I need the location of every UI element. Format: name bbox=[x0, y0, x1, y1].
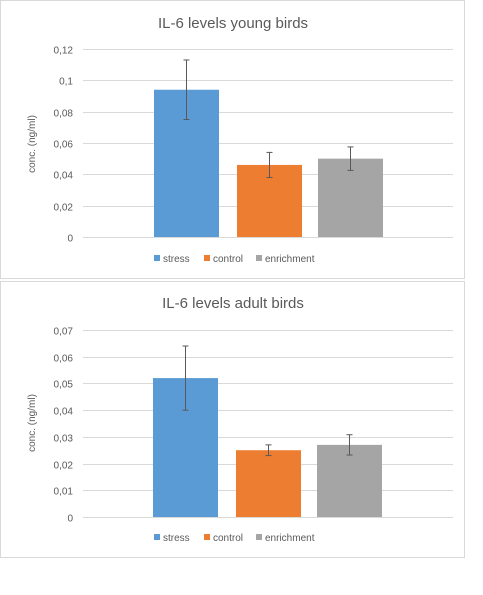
bar-enrichment bbox=[318, 158, 383, 237]
legend-label: enrichment bbox=[265, 533, 315, 544]
error-bar-enrichment bbox=[346, 434, 353, 456]
legend-label: enrichment bbox=[265, 254, 315, 265]
legend-item-stress: stress bbox=[154, 533, 190, 544]
legend-swatch bbox=[204, 534, 210, 540]
y-tick-label: 0,01 bbox=[54, 487, 74, 498]
legend-swatch bbox=[154, 534, 160, 540]
chart-title: IL-6 levels adult birds bbox=[162, 295, 304, 312]
y-tick-label: 0,12 bbox=[54, 46, 74, 57]
legend-item-enrichment: enrichment bbox=[256, 533, 315, 544]
y-tick-label: 0,08 bbox=[54, 109, 74, 120]
y-tick-label: 0,02 bbox=[54, 461, 74, 472]
error-bar-enrichment bbox=[347, 146, 354, 171]
y-tick-label: 0,06 bbox=[54, 354, 74, 365]
legend-label: stress bbox=[163, 533, 190, 544]
bar-control bbox=[236, 450, 301, 517]
legend-swatch bbox=[204, 255, 210, 261]
y-axis-title: conc. (ng/ml) bbox=[27, 115, 38, 173]
legend-swatch bbox=[256, 255, 262, 261]
y-tick-label: 0 bbox=[67, 234, 73, 245]
bars bbox=[153, 378, 382, 517]
error-bar-control bbox=[265, 444, 272, 457]
legend-item-enrichment: enrichment bbox=[256, 254, 315, 265]
chart-title: IL-6 levels young birds bbox=[158, 15, 308, 32]
y-tick-label: 0,05 bbox=[54, 380, 74, 391]
legend-item-control: control bbox=[204, 254, 243, 265]
y-tick-labels: 0 0,02 0,04 0,06 0,08 0,1 0,12 bbox=[54, 46, 74, 245]
y-tick-label: 0,07 bbox=[54, 327, 74, 338]
legend-swatch bbox=[154, 255, 160, 261]
y-axis-title: conc. (ng/ml) bbox=[27, 394, 38, 452]
y-tick-label: 0,06 bbox=[54, 140, 74, 151]
legend-label: control bbox=[213, 254, 243, 265]
legend-label: stress bbox=[163, 254, 190, 265]
error-bar-control bbox=[266, 151, 273, 178]
y-tick-label: 0,04 bbox=[54, 407, 74, 418]
legend-item-control: control bbox=[204, 533, 243, 544]
legend: stress control enrichment bbox=[154, 254, 315, 265]
error-bar-stress bbox=[182, 345, 189, 411]
error-bar-stress bbox=[183, 59, 190, 120]
legend-label: control bbox=[213, 533, 243, 544]
y-tick-labels: 0 0,01 0,02 0,03 0,04 0,05 0,06 0,07 bbox=[54, 327, 74, 525]
error-bars bbox=[182, 345, 353, 457]
legend-swatch bbox=[256, 534, 262, 540]
legend: stress control enrichment bbox=[154, 533, 315, 544]
y-tick-label: 0,02 bbox=[54, 203, 74, 214]
y-tick-label: 0 bbox=[67, 514, 73, 525]
y-tick-label: 0,03 bbox=[54, 434, 74, 445]
chart-young: IL-6 levels young birds conc. (ng/ml) 00… bbox=[27, 15, 453, 265]
bars bbox=[154, 89, 383, 237]
bar-enrichment bbox=[317, 444, 382, 517]
error-bars bbox=[183, 59, 354, 178]
y-tick-label: 0,1 bbox=[59, 77, 73, 88]
chart-adult: IL-6 levels adult birds conc. (ng/ml) 00… bbox=[27, 295, 453, 544]
y-tick-label: 0,04 bbox=[54, 171, 74, 182]
legend-item-stress: stress bbox=[154, 254, 190, 265]
